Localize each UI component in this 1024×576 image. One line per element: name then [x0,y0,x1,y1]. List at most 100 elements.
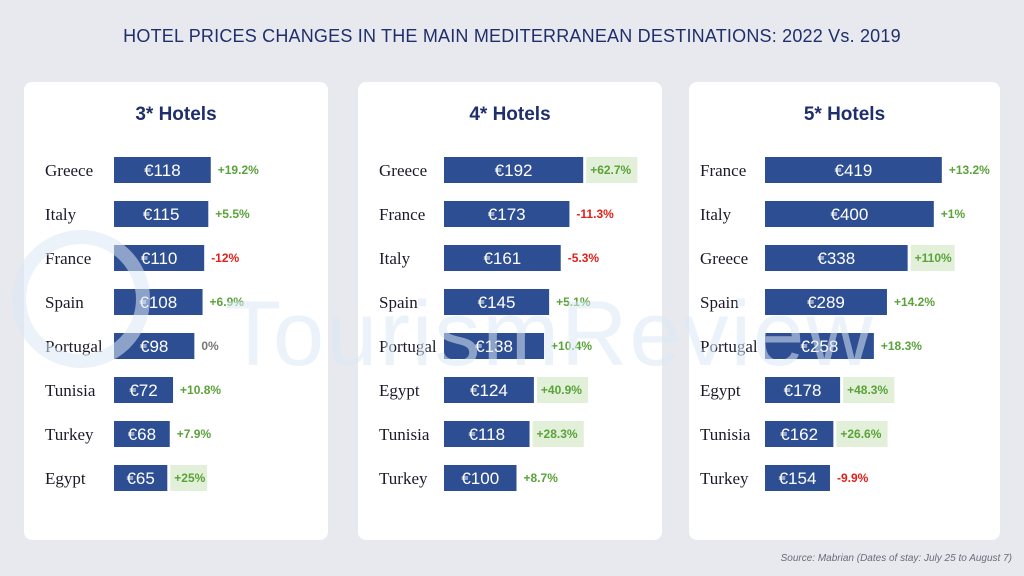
category-label: Greece [45,161,93,180]
value-label: €154 [779,469,817,488]
category-label: Greece [700,249,748,268]
chart-4-star: Greece €192 +62.7% France €173 -11.3% Italy €16… [379,157,638,491]
bar [114,201,209,227]
change-label: 0% [201,339,219,353]
change-label: +10.4% [551,339,592,353]
change-highlight [586,157,638,183]
value-label: €72 [129,381,157,400]
category-label: Tunisia [379,425,430,444]
value-label: €138 [475,337,513,356]
category-label: France [700,161,746,180]
category-label: France [379,205,425,224]
bar [114,377,174,403]
change-label: +110% [915,251,952,265]
panel-3-star-hotels: 3* Hotels Greece €118 +19.2% Italy €115 +5.5%… [24,82,328,540]
value-label: €173 [488,205,526,224]
change-label: +40.9% [541,383,582,397]
bar [765,289,887,315]
category-label: Italy [379,249,411,268]
value-label: €419 [834,161,872,180]
change-label: -9.9% [837,471,869,485]
bar [765,201,934,227]
category-label: Tunisia [45,381,96,400]
change-label: +5.1% [556,295,591,309]
category-label: Egypt [379,381,420,400]
change-label: +5.5% [215,207,250,221]
category-label: Italy [700,205,732,224]
value-label: €400 [830,205,868,224]
bar [444,377,534,403]
change-label: -5.3% [568,251,600,265]
value-label: €124 [470,381,508,400]
category-label: Portugal [700,337,758,356]
value-label: €115 [143,205,180,224]
value-label: €98 [140,337,168,356]
category-label: Spain [700,293,739,312]
bar [444,421,530,447]
value-label: €145 [478,293,516,312]
change-highlight [843,377,895,403]
bar [765,465,830,491]
bar [114,465,168,491]
change-label: +14.2% [894,295,935,309]
category-label: Turkey [700,469,749,488]
source-note: Source: Mabrian (Dates of stay: July 25 … [780,553,1012,564]
bar [765,377,841,403]
value-label: €192 [495,161,533,180]
change-label: -11.3% [576,207,614,221]
panel-title: 3* Hotels [135,104,217,125]
change-label: +7.9% [177,427,212,441]
page-title: HOTEL PRICES CHANGES IN THE MAIN MEDITER… [123,26,901,46]
value-label: €110 [141,249,178,268]
value-label: €338 [817,249,855,268]
chart-3-star: Greece €118 +19.2%Italy €115 +5.5%France €110… [45,157,259,491]
change-label: +28.3% [537,427,578,441]
panel-4-star-hotels: 4* Hotels Greece €192 +62.7% France €173 -11.… [358,82,662,540]
panel-title: 4* Hotels [469,104,551,125]
change-label: +18.3% [881,339,922,353]
bar [444,245,561,271]
value-label: €68 [128,425,156,444]
change-highlight [536,377,589,403]
change-label: +6.9% [210,295,245,309]
change-highlight [170,465,208,491]
category-label: Spain [379,293,418,312]
change-label: +48.3% [847,383,888,397]
change-highlight [532,421,584,447]
change-label: +1% [941,207,966,221]
category-label: Portugal [379,337,437,356]
bar [444,157,584,183]
watermark-logo-icon [12,230,150,368]
bar [444,289,550,315]
bar [765,421,834,447]
bar [444,201,570,227]
value-label: €178 [784,381,822,400]
category-label: Greece [379,161,427,180]
value-label: €65 [126,469,154,488]
value-label: €161 [483,249,521,268]
change-label: +19.2% [218,163,259,177]
category-label: Egypt [45,469,86,488]
category-label: Egypt [700,381,741,400]
bar [444,465,517,491]
change-label: +8.7% [524,471,559,485]
category-label: Turkey [379,469,428,488]
change-highlight [836,421,888,447]
chart-5-star: France €419 +13.2% Italy €400 +1% Greece €338 +1… [700,157,990,491]
change-label: +25% [174,471,205,485]
category-label: Tunisia [700,425,751,444]
value-label: €100 [461,469,499,488]
bar [765,245,908,271]
bar [765,157,942,183]
bar [444,333,545,359]
category-label: Italy [45,205,77,224]
panel-title: 5* Hotels [803,104,886,125]
change-label: +26.6% [840,427,881,441]
change-label: +13.2% [949,163,990,177]
change-label: -12% [211,251,239,265]
value-label: €118 [144,161,181,180]
change-label: +10.8% [180,383,221,397]
value-label: €118 [468,425,505,444]
change-highlight [910,245,955,271]
bar [114,421,170,447]
